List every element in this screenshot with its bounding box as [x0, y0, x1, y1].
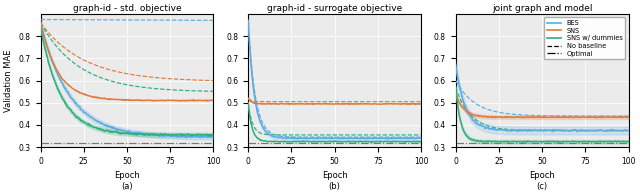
Legend: BES, SNS, SNS w/ dummies, No baseline, Optimal: BES, SNS, SNS w/ dummies, No baseline, O… [544, 17, 625, 59]
Title: graph-id - std. objective: graph-id - std. objective [73, 4, 181, 13]
X-axis label: Epoch
(a): Epoch (a) [114, 171, 140, 191]
X-axis label: Epoch
(c): Epoch (c) [529, 171, 555, 191]
Y-axis label: Validation MAE: Validation MAE [4, 49, 13, 112]
Title: graph-id - surrogate objective: graph-id - surrogate objective [267, 4, 402, 13]
Title: joint graph and model: joint graph and model [492, 4, 593, 13]
X-axis label: Epoch
(b): Epoch (b) [322, 171, 348, 191]
